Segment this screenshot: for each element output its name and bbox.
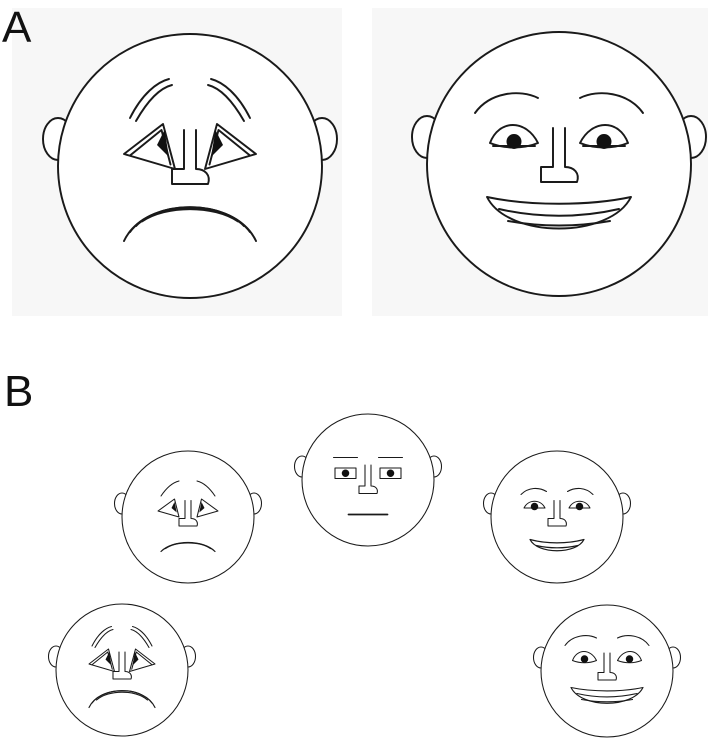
left-eye <box>334 467 357 480</box>
left-eye <box>571 650 598 664</box>
right-eyebrow <box>207 78 251 122</box>
head-outline <box>540 604 674 738</box>
head-outline <box>57 33 323 299</box>
left-eyebrow <box>564 635 598 647</box>
left-eye <box>88 648 116 673</box>
left-pupil <box>506 134 522 149</box>
right-eye <box>128 648 156 673</box>
nose <box>112 651 132 680</box>
right-eyebrow <box>579 92 644 114</box>
right-eye <box>379 467 402 480</box>
mouth <box>123 206 257 242</box>
mouth <box>160 541 216 553</box>
right-eye <box>196 498 219 518</box>
left-pupil <box>341 469 350 477</box>
right-eye <box>204 123 257 170</box>
head-outline <box>301 413 435 547</box>
right-pupil <box>625 655 634 663</box>
face-b-happy <box>532 604 682 738</box>
left-eye <box>157 498 180 518</box>
right-pupil <box>596 134 612 149</box>
face-b-sad-moderate <box>113 450 263 584</box>
right-eyebrow <box>196 480 216 497</box>
left-eye <box>489 124 539 149</box>
head-outline <box>121 450 255 584</box>
head-outline <box>490 450 624 584</box>
left-pupil <box>580 655 589 663</box>
panel-label-a: A <box>2 3 32 52</box>
right-eye <box>568 500 591 511</box>
nose <box>597 652 617 681</box>
left-eye <box>123 123 176 170</box>
panel-label-b: B <box>4 367 34 416</box>
left-eyebrow <box>91 625 114 649</box>
nose <box>178 499 198 527</box>
nose <box>540 127 579 183</box>
mouth <box>570 686 644 704</box>
right-eyebrow <box>130 625 153 649</box>
left-eyebrow <box>129 78 173 122</box>
nose <box>171 129 210 185</box>
right-pupil <box>386 469 395 477</box>
nose <box>358 464 378 495</box>
face-a-happy <box>411 31 707 297</box>
mouth <box>88 690 156 709</box>
left-eye <box>523 500 546 511</box>
left-eyebrow <box>160 480 180 497</box>
mouth <box>529 538 585 552</box>
face-a-sad <box>42 33 338 299</box>
right-pupil <box>575 502 584 511</box>
left-pupil <box>530 502 539 511</box>
head-outline <box>55 603 189 737</box>
face-b-neutral <box>293 413 443 547</box>
right-eyebrow <box>566 487 594 496</box>
left-eyebrow <box>520 487 548 496</box>
head-outline <box>426 31 692 297</box>
mouth <box>486 196 632 230</box>
right-eye <box>616 650 643 664</box>
right-eyebrow <box>616 635 650 647</box>
face-b-sad <box>47 603 197 737</box>
face-b-happy-moderate <box>482 450 632 584</box>
nose <box>547 499 567 527</box>
right-eye <box>579 124 629 149</box>
left-eyebrow <box>474 92 539 114</box>
